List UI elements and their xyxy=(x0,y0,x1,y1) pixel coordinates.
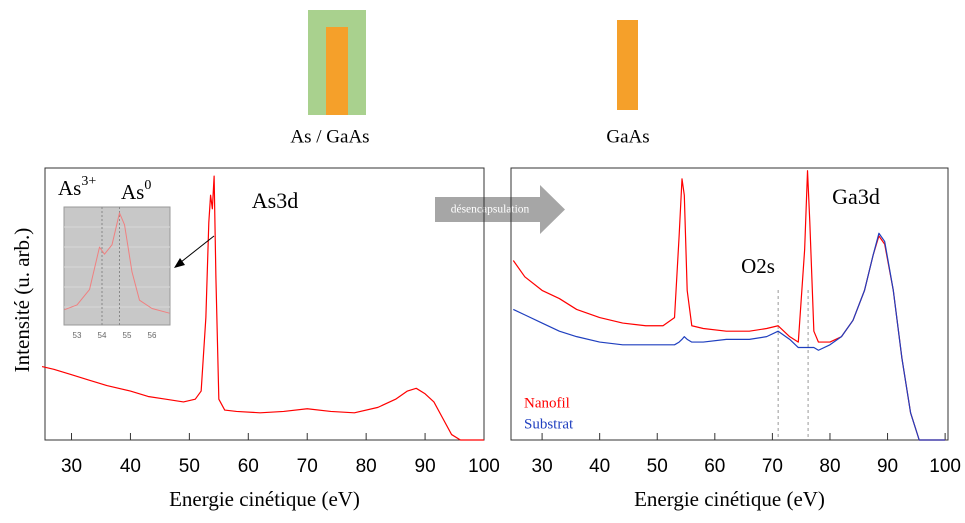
x-tick-label: 40 xyxy=(120,456,141,477)
inset-peak-label: As0 xyxy=(121,178,151,204)
transition-arrow xyxy=(435,185,565,234)
x-tick-label: 30 xyxy=(532,456,553,477)
legend-entry: Substrat xyxy=(524,416,574,432)
x-tick-label: 70 xyxy=(762,456,783,477)
legend-entry: Nanofil xyxy=(524,395,570,411)
inset-tick-label: 56 xyxy=(148,331,157,340)
peak-annotation: Ga3d xyxy=(832,184,880,209)
sample-label: GaAs xyxy=(606,126,649,147)
peak-annotation: As3d xyxy=(252,188,298,213)
y-axis-label: Intensité (u. arb.) xyxy=(10,228,34,373)
spectrum-line xyxy=(41,175,484,441)
plot-frame xyxy=(510,167,949,441)
core-icon xyxy=(326,27,348,115)
spectrum-line xyxy=(512,170,946,441)
pointer-arrow xyxy=(175,235,215,267)
sample-label: As / GaAs xyxy=(290,126,369,147)
x-tick-label: 90 xyxy=(877,456,898,477)
x-axis-label: Energie cinétique (eV) xyxy=(634,487,825,511)
x-tick-label: 40 xyxy=(589,456,610,477)
x-tick-label: 50 xyxy=(647,456,668,477)
plot-frame xyxy=(44,167,485,441)
pointer-arrow-head xyxy=(174,258,185,268)
x-tick-label: 100 xyxy=(468,456,500,477)
peak-annotation: O2s xyxy=(741,254,775,278)
x-tick-label: 80 xyxy=(819,456,840,477)
x-tick-label: 80 xyxy=(356,456,377,477)
x-tick-label: 30 xyxy=(61,456,82,477)
x-tick-label: 70 xyxy=(297,456,318,477)
core-icon xyxy=(617,20,638,110)
x-axis-label: Energie cinétique (eV) xyxy=(169,487,360,511)
inset-peak-label: As3+ xyxy=(58,174,96,200)
x-tick-label: 100 xyxy=(929,456,961,477)
spectrum-line xyxy=(64,212,170,314)
x-tick-label: 90 xyxy=(415,456,436,477)
inset-tick-label: 55 xyxy=(123,331,132,340)
spectrum-line xyxy=(513,232,946,441)
inset-tick-label: 54 xyxy=(98,331,107,340)
transition-label: désencapsulation xyxy=(451,204,530,216)
x-tick-label: 60 xyxy=(238,456,259,477)
x-tick-label: 50 xyxy=(179,456,200,477)
x-tick-label: 60 xyxy=(704,456,725,477)
inset-tick-label: 53 xyxy=(73,331,82,340)
